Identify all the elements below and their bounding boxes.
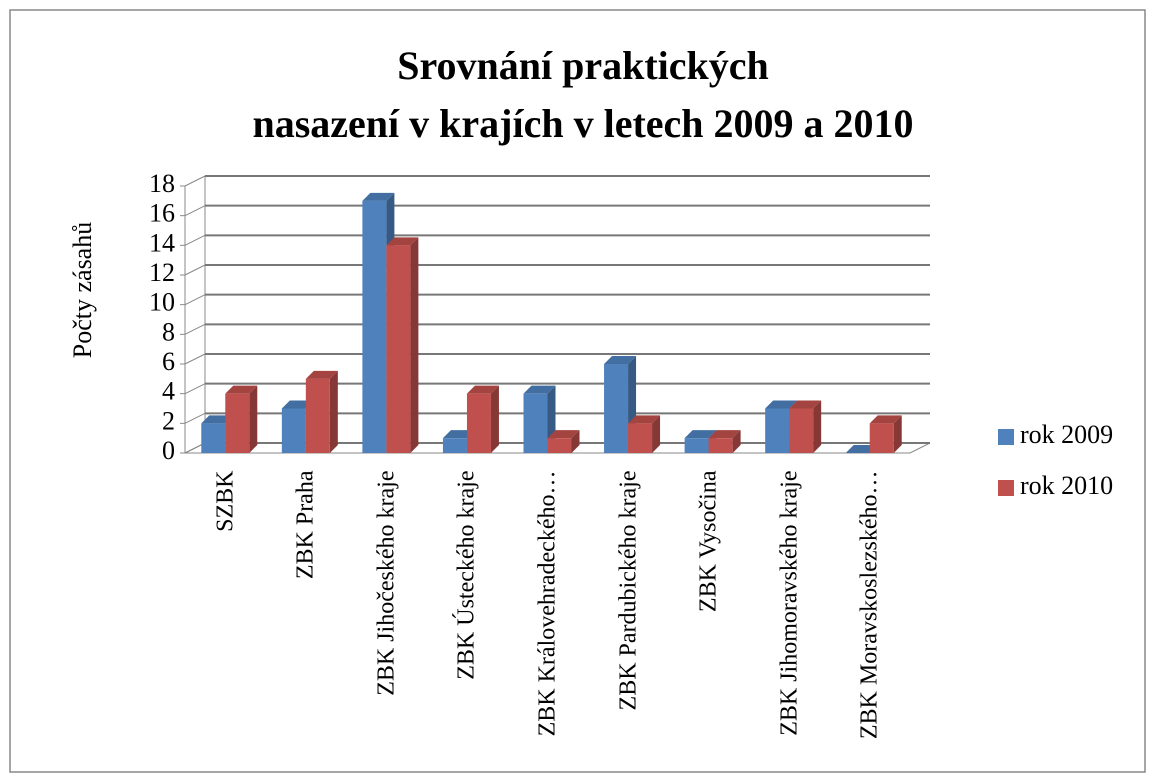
y-tick-label: 18	[149, 169, 175, 198]
x-tick-label: SZBK	[212, 470, 239, 532]
bar-top	[225, 385, 258, 394]
bar	[765, 408, 790, 453]
bar-top	[708, 430, 741, 439]
bar-side	[410, 237, 419, 453]
x-tick-label: ZBK Moravskoslezského…	[856, 470, 883, 739]
bar-top	[386, 237, 419, 246]
bar-side	[732, 430, 741, 453]
bar-top	[684, 430, 717, 439]
bar-side	[571, 430, 580, 453]
chart-title: nasazení v krajích v letech 2009 a 2010	[252, 101, 913, 146]
bar	[869, 423, 894, 453]
y-tick-label: 12	[149, 258, 175, 287]
x-tick-label: ZBK Jihomoravského kraje	[776, 470, 803, 736]
y-tick-label: 14	[149, 228, 175, 257]
bar	[362, 200, 387, 453]
y-tick-label: 16	[149, 199, 175, 228]
bar-top	[765, 400, 798, 409]
bar	[281, 408, 306, 453]
bar-top	[523, 385, 556, 394]
bar	[604, 364, 629, 453]
bar-top	[604, 356, 637, 364]
bar-top	[362, 192, 395, 201]
grid-line	[184, 175, 206, 187]
grid-line	[184, 353, 206, 365]
bar-top	[305, 370, 338, 379]
bar-top	[466, 385, 499, 394]
bar	[684, 438, 709, 453]
y-tick-label: 6	[162, 347, 175, 376]
bar-side	[893, 415, 902, 453]
bar-side	[249, 385, 258, 453]
bar-side	[490, 385, 499, 453]
bar-top	[547, 430, 580, 439]
chart-title: Srovnání praktických	[397, 43, 769, 88]
bar-top	[869, 415, 902, 424]
y-tick-label: 4	[162, 377, 175, 406]
bar	[305, 378, 330, 453]
x-tick-label: ZBK Jihočeského kraje	[373, 470, 400, 696]
legend-swatch	[998, 480, 1014, 496]
legend-swatch	[998, 429, 1014, 445]
bar-top	[628, 415, 661, 424]
y-axis-label: Počty zásahů	[68, 222, 97, 358]
bar	[547, 438, 572, 453]
bar	[442, 438, 467, 453]
bar	[789, 408, 814, 453]
bar	[708, 438, 733, 453]
grid-line	[184, 412, 206, 424]
grid-line	[184, 294, 206, 306]
grid-line	[184, 383, 206, 395]
x-tick-label: ZBK Královehradeckého…	[534, 470, 561, 736]
bar	[225, 393, 250, 453]
x-tick-label: ZBK Pardubického kraje	[615, 470, 642, 710]
x-tick-label: ZBK Ústeckého kraje	[453, 470, 480, 680]
grid-line	[184, 234, 206, 246]
y-tick-label: 2	[162, 406, 175, 435]
bar-top	[789, 400, 822, 409]
bar-side	[329, 370, 338, 453]
chart-border	[9, 9, 1146, 773]
bar	[628, 423, 653, 453]
bar	[523, 393, 548, 453]
y-tick-label: 8	[162, 317, 175, 346]
bar	[201, 423, 226, 453]
x-tick-label: ZBK Vysočina	[695, 470, 722, 612]
grid-line	[184, 205, 206, 217]
bar	[466, 393, 491, 453]
bar-side	[813, 400, 822, 453]
y-tick-label: 10	[149, 288, 175, 317]
legend-label: rok 2009	[1020, 420, 1113, 449]
x-tick-label: ZBK Praha	[292, 470, 319, 579]
grid-line	[184, 264, 206, 276]
y-tick-label: 0	[162, 436, 175, 465]
bar-side	[652, 415, 661, 453]
legend-label: rok 2010	[1020, 471, 1113, 500]
bar	[386, 245, 411, 453]
grid-line	[184, 323, 206, 335]
